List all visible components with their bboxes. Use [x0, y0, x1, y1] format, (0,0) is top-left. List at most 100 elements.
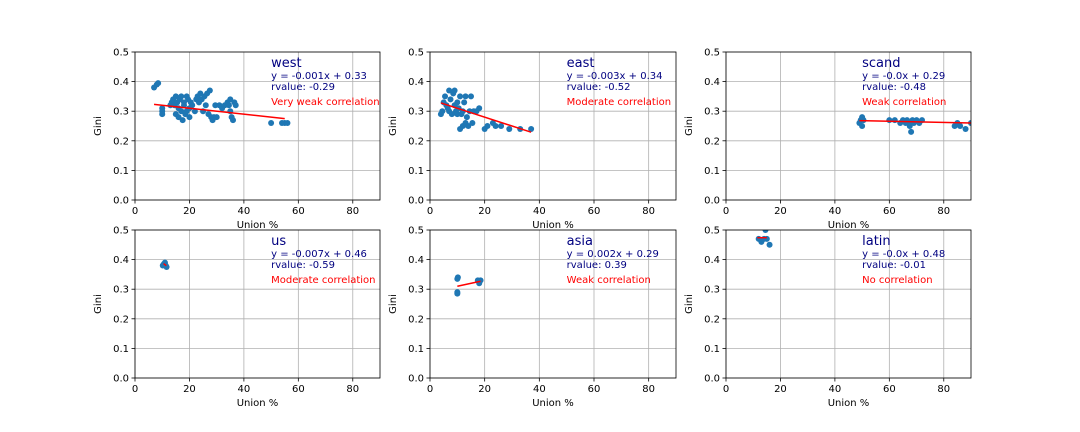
data-layer [755, 230, 773, 248]
x-tick-label: 60 [292, 384, 305, 395]
y-tick-label: 0.4 [113, 255, 129, 266]
data-point [186, 114, 193, 121]
regression-equation: y = -0.0x + 0.29 [862, 71, 945, 82]
y-tick-label: 0.4 [704, 255, 720, 266]
data-point [454, 111, 461, 118]
subplot-title: scand [862, 56, 900, 71]
x-tick-label: 40 [238, 384, 251, 395]
plot-area [135, 230, 380, 378]
x-axis-label: Union % [828, 398, 870, 409]
y-tick-label: 0.0 [408, 374, 424, 385]
x-tick-label: 80 [642, 206, 655, 217]
data-point [762, 230, 769, 233]
y-tick-label: 0.0 [704, 374, 720, 385]
y-tick-label: 0.3 [704, 107, 720, 118]
x-tick-label: 60 [883, 206, 896, 217]
data-point [179, 117, 186, 124]
regression-line [163, 262, 167, 267]
data-point [230, 117, 236, 124]
data-point [763, 235, 770, 242]
data-point [439, 108, 446, 115]
x-tick-label: 40 [533, 384, 546, 395]
data-point [506, 125, 513, 132]
y-tick-label: 0.3 [113, 285, 129, 296]
y-tick-label: 0.4 [113, 77, 129, 88]
rvalue-text: rvalue: -0.52 [567, 82, 631, 93]
subplot-latin: 0 20 40 60 80 0.0 0.1 0.2 0.3 0.4 0.5 Union % Gini la… [684, 226, 972, 409]
axes-frame [725, 51, 972, 201]
subplot-east: 0 20 40 60 80 0.0 0.1 0.2 0.3 0.4 0.5 Union % Gini ea… [388, 48, 677, 231]
y-axis-label: Gini [388, 116, 399, 136]
y-tick-label: 0.5 [113, 48, 129, 59]
data-point [232, 102, 239, 109]
axes-frame [429, 229, 677, 379]
data-point [962, 125, 969, 132]
x-tick-label: 80 [346, 206, 359, 217]
x-axis-label: Union % [237, 398, 279, 409]
axes-frame [725, 229, 972, 379]
x-axis-label: Union % [532, 220, 574, 231]
data-point [457, 93, 464, 100]
data-point [189, 102, 196, 109]
plot-area [135, 52, 380, 200]
subplot-asia: 0 20 40 60 80 0.0 0.1 0.2 0.3 0.4 0.5 Union % Gini as… [388, 226, 677, 409]
regression-equation: y = -0.007x + 0.46 [271, 249, 367, 260]
data-point [468, 93, 474, 100]
data-point [451, 87, 458, 94]
y-tick-label: 0.5 [704, 226, 720, 237]
y-tick-label: 0.1 [704, 344, 720, 355]
subplot-title: latin [862, 234, 891, 249]
data-point [859, 123, 866, 129]
data-point [284, 120, 291, 127]
y-tick-label: 0.0 [113, 374, 129, 385]
correlation-label: Very weak correlation [271, 97, 380, 108]
data-point [454, 99, 461, 106]
y-tick-label: 0.3 [408, 107, 424, 118]
x-tick-label: 80 [937, 384, 950, 395]
y-tick-label: 0.2 [704, 136, 720, 147]
subplot-title: east [567, 56, 595, 71]
x-tick-label: 20 [183, 206, 196, 217]
data-layer [454, 274, 484, 297]
data-point [469, 120, 476, 127]
y-tick-label: 0.5 [408, 48, 424, 59]
x-tick-label: 20 [774, 206, 787, 217]
regression-equation: y = -0.003x + 0.34 [567, 71, 663, 82]
data-point [498, 123, 505, 129]
x-tick-label: 20 [478, 384, 491, 395]
y-axis-label: Gini [684, 116, 695, 136]
plot-area [726, 52, 971, 200]
data-point [159, 105, 166, 112]
y-axis-label: Gini [388, 294, 399, 314]
x-tick-label: 40 [533, 206, 546, 217]
y-tick-label: 0.3 [408, 285, 424, 296]
x-tick-label: 80 [937, 206, 950, 217]
data-layer [856, 114, 971, 135]
y-axis-label: Gini [93, 294, 104, 314]
regression-equation: y = -0.001x + 0.33 [271, 71, 367, 82]
y-axis-label: Gini [684, 294, 695, 314]
correlation-label: No correlation [862, 275, 932, 286]
subplot-title: asia [567, 234, 593, 249]
rvalue-text: rvalue: -0.48 [862, 82, 926, 93]
rvalue-text: rvalue: -0.01 [862, 260, 926, 271]
y-tick-label: 0.4 [408, 77, 424, 88]
data-point [454, 290, 461, 297]
x-tick-label: 60 [292, 206, 305, 217]
plot-area [726, 230, 971, 378]
subplot-us: 0 20 40 60 80 0.0 0.1 0.2 0.3 0.4 0.5 Union % Gini us… [93, 226, 381, 409]
regression-line [457, 280, 481, 287]
data-layer [437, 87, 535, 133]
x-tick-label: 60 [883, 384, 896, 395]
data-layer [151, 80, 291, 127]
rvalue-text: rvalue: -0.29 [271, 82, 335, 93]
x-tick-label: 60 [588, 384, 601, 395]
data-layer [159, 259, 170, 270]
axes-frame [429, 51, 677, 201]
axes-frame [134, 229, 381, 379]
data-point [462, 93, 469, 100]
correlation-label: Weak correlation [567, 275, 651, 286]
x-tick-label: 80 [642, 384, 655, 395]
x-tick-label: 0 [132, 206, 138, 217]
